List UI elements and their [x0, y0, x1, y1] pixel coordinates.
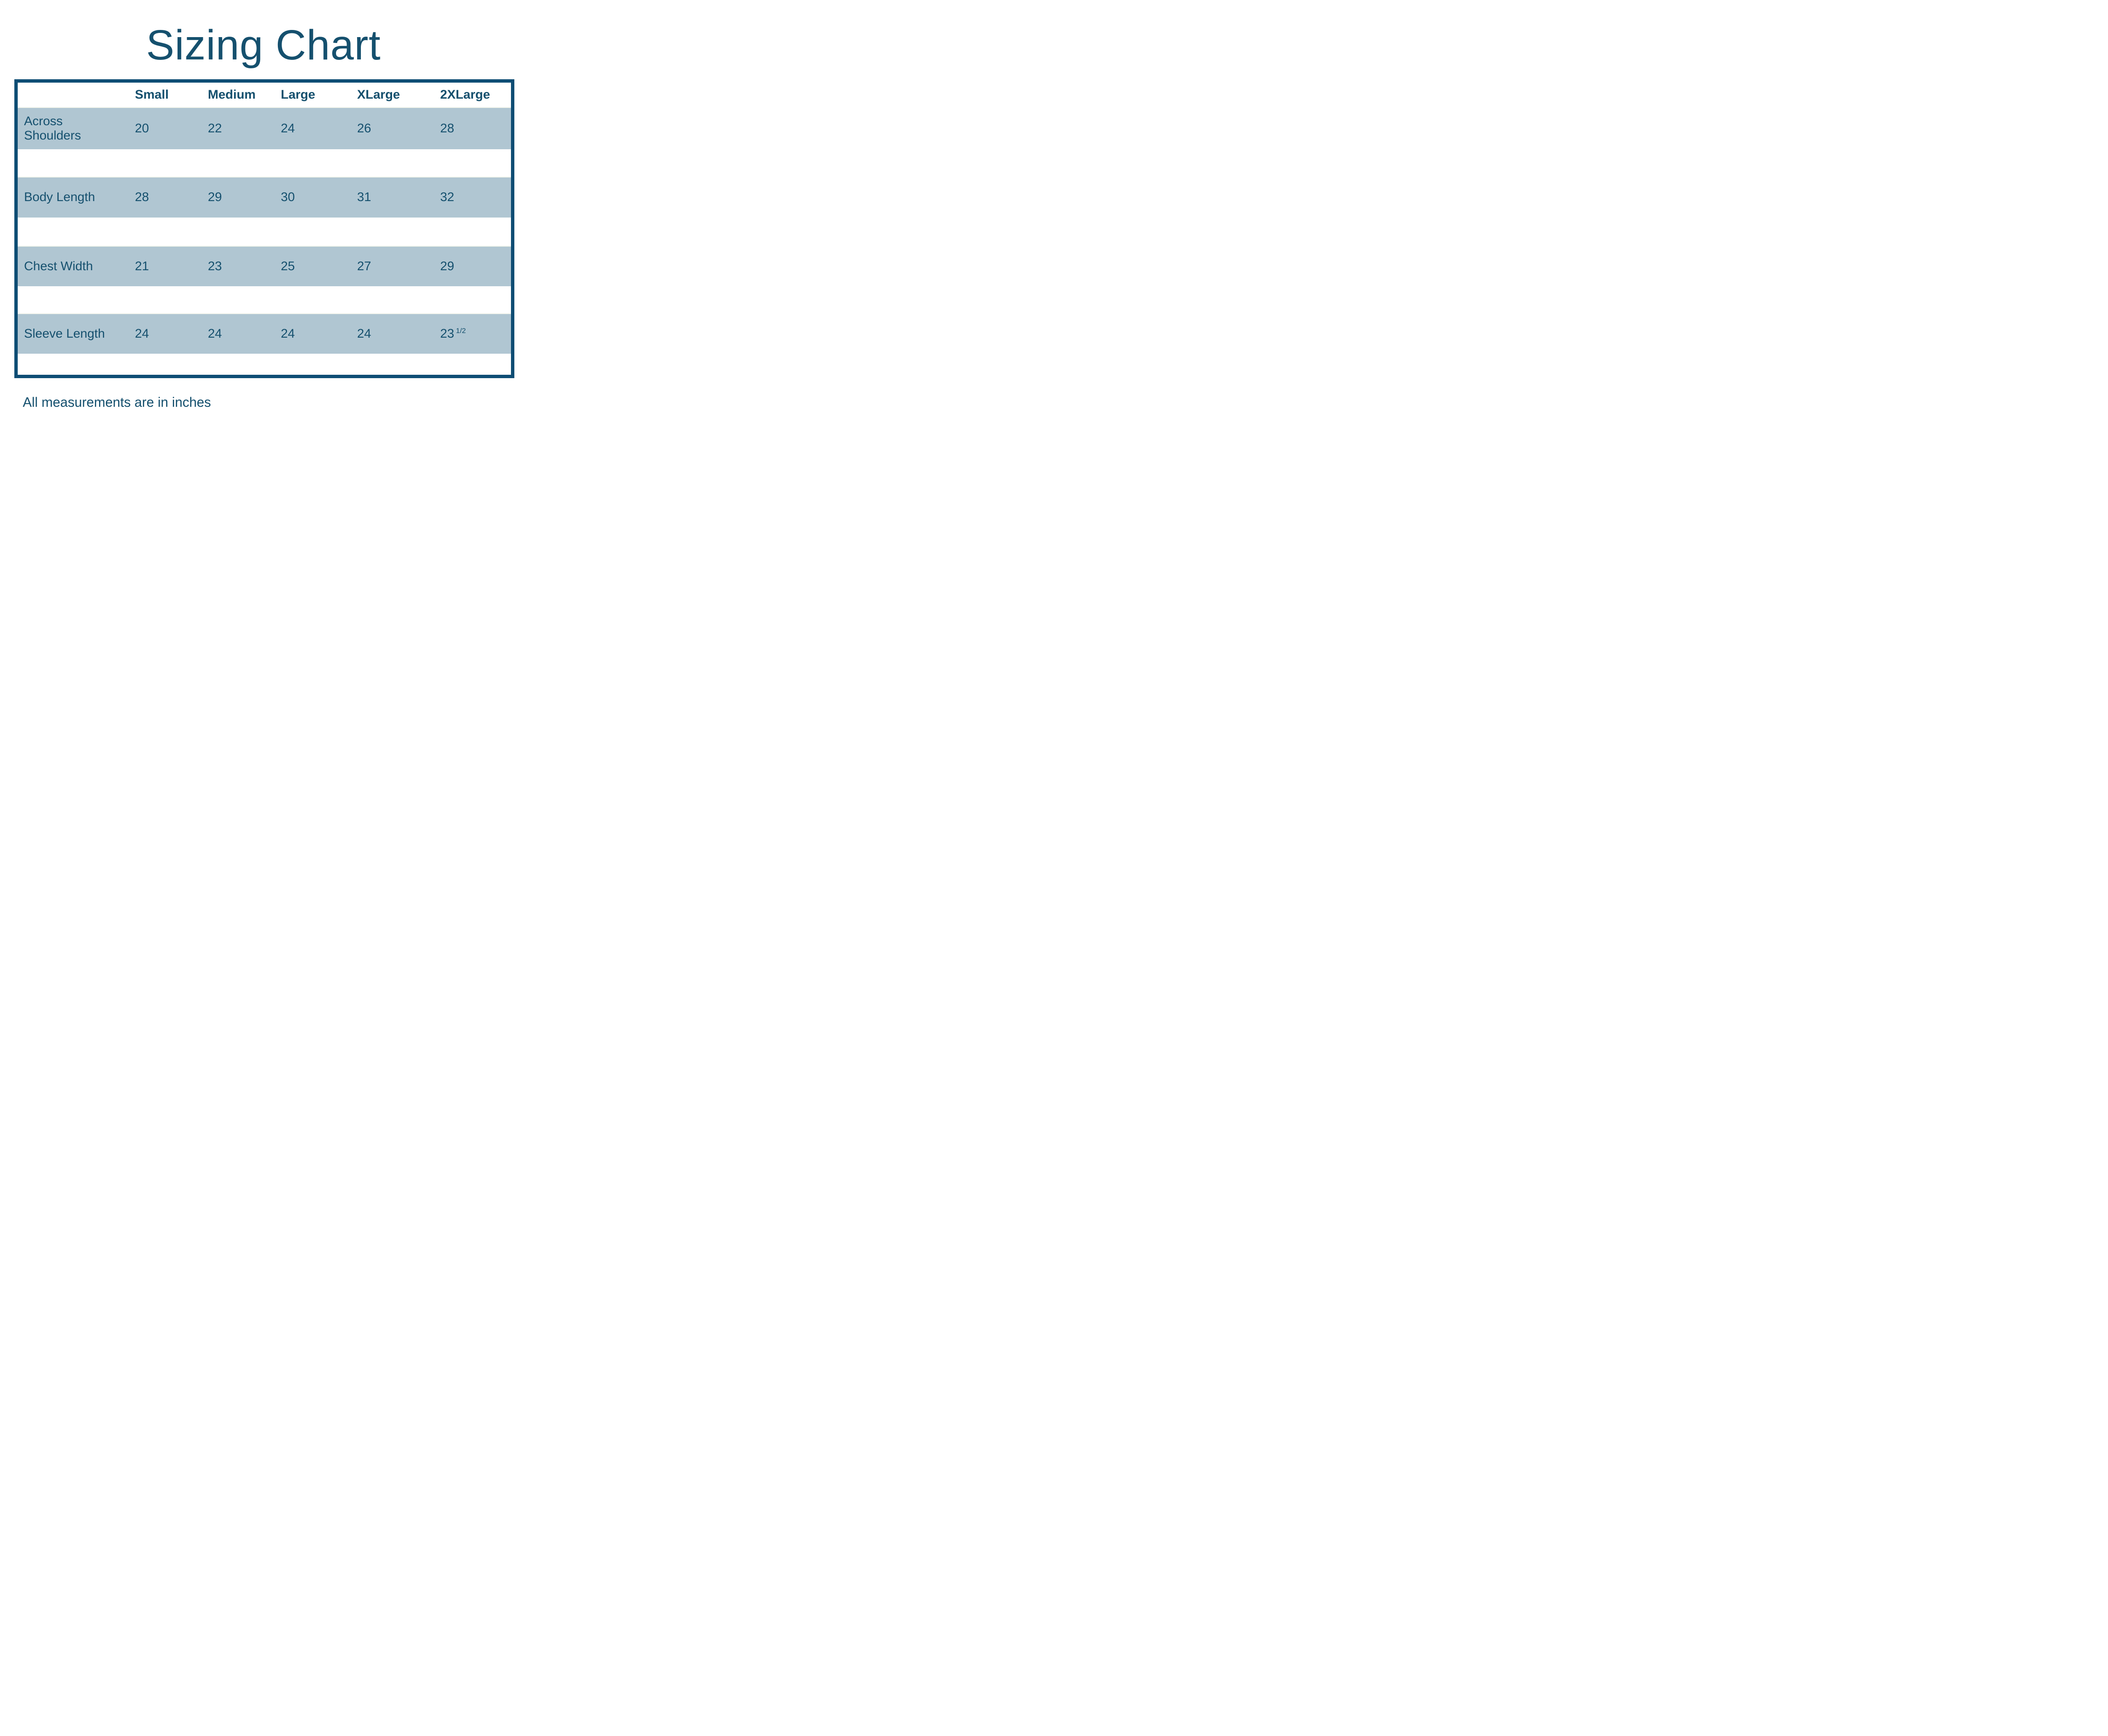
- size-value: 24: [135, 326, 149, 341]
- size-value: 29: [440, 259, 454, 273]
- column-header-2xlarge: 2XLarge: [440, 87, 490, 102]
- row-separator: [18, 286, 511, 313]
- column-header-large: Large: [281, 87, 315, 102]
- row-separator: [18, 218, 511, 246]
- table-bottom-space: [18, 354, 511, 375]
- row-separator: [18, 149, 511, 177]
- row-label: Sleeve Length: [24, 326, 105, 341]
- size-value: 24: [357, 326, 371, 341]
- size-value: 24: [208, 326, 222, 341]
- column-header-medium: Medium: [208, 87, 256, 102]
- table-row: Sleeve Length 24 24 24 24 23 1/2: [18, 313, 511, 354]
- page-root: Sizing Chart Small Medium Large XLarge 2XLar…: [0, 0, 527, 434]
- size-value: 28: [440, 121, 454, 135]
- column-header-xlarge: XLarge: [357, 87, 400, 102]
- footer-note: All measurements are in inches: [23, 395, 211, 410]
- size-value: 20: [135, 121, 149, 135]
- size-value-fraction: 1/2: [456, 326, 466, 335]
- row-label: Body Length: [24, 190, 95, 204]
- size-value: 23: [208, 259, 222, 273]
- size-value: 24: [281, 326, 295, 341]
- sizing-table: Small Medium Large XLarge 2XLarge Across Shou…: [14, 79, 514, 378]
- size-value: 31: [357, 190, 371, 204]
- column-header-small: Small: [135, 87, 169, 102]
- size-value: 28: [135, 190, 149, 204]
- size-value: 27: [357, 259, 371, 273]
- row-label: Chest Width: [24, 259, 93, 273]
- row-label: Across Shoulders: [24, 114, 81, 143]
- size-value: 32: [440, 190, 454, 204]
- size-value: 29: [208, 190, 222, 204]
- table-row: Across Shoulders 20 22 24 26 28: [18, 107, 511, 149]
- size-value: 25: [281, 259, 295, 273]
- table-header-row: Small Medium Large XLarge 2XLarge: [18, 83, 511, 107]
- table-row: Chest Width 21 23 25 27 29: [18, 246, 511, 286]
- size-value: 24: [281, 121, 295, 135]
- size-value: 26: [357, 121, 371, 135]
- table-row: Body Length 28 29 30 31 32: [18, 177, 511, 218]
- page-title: Sizing Chart: [146, 21, 381, 69]
- size-value: 21: [135, 259, 149, 273]
- size-value: 22: [208, 121, 222, 135]
- size-value: 30: [281, 190, 295, 204]
- size-value-base: 23: [440, 326, 454, 341]
- size-value: 23 1/2: [440, 327, 511, 341]
